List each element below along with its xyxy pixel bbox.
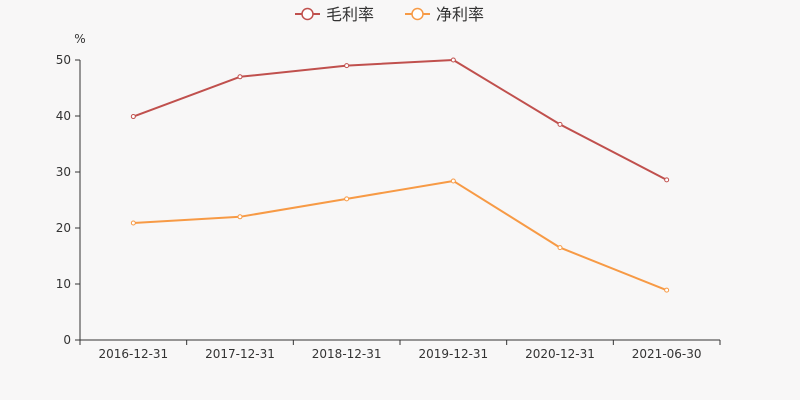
data-point — [344, 63, 350, 69]
y-tick-label: 20 — [56, 221, 71, 235]
axes: 0 10 20 30 40 50 2016-12-31 2017-12-31 2018-12-3… — [56, 53, 721, 361]
data-point — [557, 245, 563, 251]
series-group — [130, 57, 670, 183]
series-line — [133, 179, 668, 292]
data-point — [557, 121, 563, 127]
data-point — [664, 177, 670, 183]
x-tick-label: 2017-12-31 — [205, 347, 275, 361]
x-tick-label: 2018-12-31 — [312, 347, 382, 361]
legend-label: 毛利率 — [326, 5, 374, 24]
x-tick-label: 2019-12-31 — [418, 347, 488, 361]
data-point — [237, 74, 243, 80]
y-tick-label: 50 — [56, 53, 71, 67]
x-tick-label: 2021-06-30 — [632, 347, 702, 361]
series-layer — [130, 57, 670, 293]
data-point — [450, 57, 456, 63]
legend-item: 毛利率 — [295, 5, 374, 24]
data-point — [130, 220, 136, 226]
y-tick-label: 10 — [56, 277, 71, 291]
x-tick-label: 2016-12-31 — [98, 347, 168, 361]
legend-item: 净利率 — [405, 5, 484, 24]
data-point — [130, 114, 136, 120]
legend-label: 净利率 — [436, 5, 484, 24]
data-point — [450, 178, 456, 184]
data-point — [237, 214, 243, 220]
legend: 毛利率 净利率 — [295, 5, 484, 24]
data-point — [344, 196, 350, 202]
series-line — [132, 59, 668, 181]
series-group — [130, 178, 670, 293]
y-tick-label: 30 — [56, 165, 71, 179]
legend-marker-icon — [411, 7, 424, 21]
legend-marker-icon — [301, 7, 314, 21]
y-axis-unit-label: % — [74, 32, 85, 46]
data-point — [664, 287, 670, 293]
y-tick-label: 0 — [63, 333, 71, 347]
x-tick-label: 2020-12-31 — [525, 347, 595, 361]
y-tick-label: 40 — [56, 109, 71, 123]
